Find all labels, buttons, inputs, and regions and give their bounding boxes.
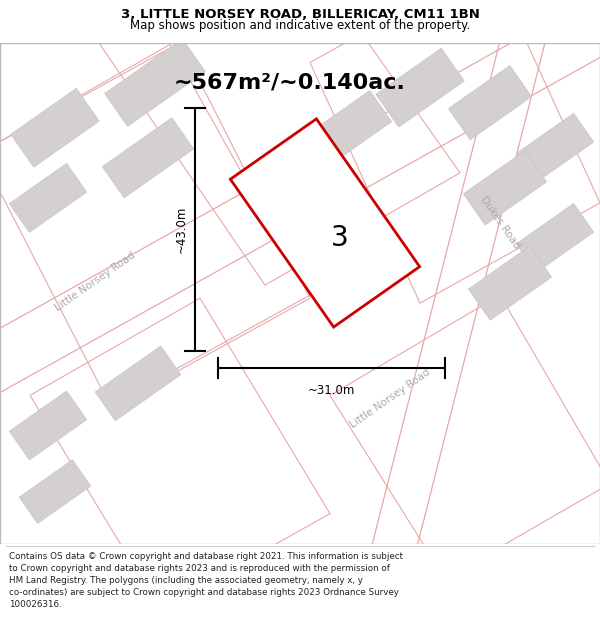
Text: 3, LITTLE NORSEY ROAD, BILLERICAY, CM11 1BN: 3, LITTLE NORSEY ROAD, BILLERICAY, CM11 … (121, 9, 479, 21)
Text: ~43.0m: ~43.0m (175, 206, 187, 253)
Polygon shape (463, 151, 547, 225)
Polygon shape (516, 113, 594, 182)
Polygon shape (9, 163, 87, 232)
Polygon shape (516, 204, 594, 272)
Polygon shape (104, 39, 205, 126)
Polygon shape (11, 88, 99, 167)
Text: Map shows position and indicative extent of the property.: Map shows position and indicative extent… (130, 19, 470, 32)
Polygon shape (102, 118, 194, 198)
Polygon shape (230, 119, 419, 327)
Polygon shape (9, 391, 87, 460)
Polygon shape (95, 346, 181, 421)
Polygon shape (376, 48, 464, 127)
Text: 3: 3 (331, 224, 349, 252)
Polygon shape (448, 66, 532, 140)
Text: ~31.0m: ~31.0m (308, 384, 355, 397)
Text: Little Norsey Road: Little Norsey Road (348, 367, 432, 430)
Polygon shape (308, 91, 392, 165)
Text: Little Norsey Road: Little Norsey Road (53, 249, 137, 312)
Text: ~567m²/~0.140ac.: ~567m²/~0.140ac. (174, 72, 406, 92)
Text: Contains OS data © Crown copyright and database right 2021. This information is : Contains OS data © Crown copyright and d… (9, 552, 403, 609)
Polygon shape (469, 246, 551, 320)
Polygon shape (19, 460, 91, 524)
Text: Dukes Road: Dukes Road (478, 195, 522, 251)
